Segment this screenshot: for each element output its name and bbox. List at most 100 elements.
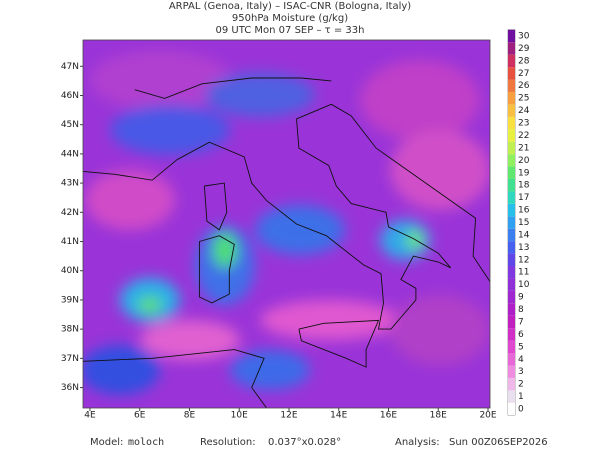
colorbar-label: 8 [518,305,524,315]
y-tick-label: 47N [61,62,79,72]
colorbar-swatch [508,228,515,242]
colorbar-label: 15 [518,218,529,228]
coastline [203,182,228,231]
colorbar-label: 0 [518,404,524,414]
header-line: 950hPa Moisture (g/kg) [232,13,348,24]
colorbar-swatch [508,191,515,204]
colorbar-swatch [508,315,515,329]
x-tick-label: 12E [280,411,297,421]
y-tick-label: 44N [61,149,79,159]
colorbar-label: 11 [518,268,529,278]
coastline [298,319,380,368]
colorbar-swatch [508,328,515,341]
colorbar-label: 6 [518,330,524,340]
colorbar-swatch [508,253,515,267]
colorbar-swatch [508,241,515,254]
footer: Model: moloch Resolution: 0.037°x0.028° … [90,437,548,448]
footer-value: Sun 00Z06SEP2026 [449,437,548,448]
colorbar-label: 10 [518,280,530,290]
colorbar-swatch [508,141,515,155]
colorbar-label: 9 [518,293,524,303]
colorbar-label: 27 [518,69,529,79]
colorbar-swatch [508,402,515,416]
x-tick-label: 18E [430,411,447,421]
y-tick-label: 37N [61,354,79,364]
coastline [134,77,332,99]
y-tick-label: 42N [61,208,79,218]
x-tick-label: 6E [134,411,146,421]
y-tick-label: 45N [61,120,79,130]
colorbar-swatch [508,203,515,217]
header-line: 09 UTC Mon 07 SEP – τ = 33h [216,25,365,36]
x-tick-label: 8E [184,411,196,421]
colorbar-swatch [508,166,515,179]
y-tick-label: 43N [61,179,79,189]
colorbar-swatch [508,42,515,55]
colorbar-swatch [508,129,515,142]
colorbar-label: 1 [518,392,524,402]
colorbar-swatch [508,91,515,105]
colorbar-label: 7 [518,317,524,327]
colorbar-label: 21 [518,143,529,153]
coastline [83,159,178,181]
footer-value: 0.037°x0.028° [268,437,341,448]
colorbar-label: 29 [518,44,530,54]
colorbar-swatch [508,390,515,403]
colorbar-swatch [508,340,515,354]
y-tick-label: 46N [61,91,79,101]
x-tick-label: 16E [380,411,397,421]
y-tick-label: 39N [61,295,79,305]
colorbar-label: 19 [518,168,530,178]
colorbar-label: 25 [518,94,529,104]
colorbar-label: 14 [518,230,530,240]
colorbar-label: 12 [518,255,529,265]
colorbar-swatch [508,154,515,167]
colorbar-label: 5 [518,342,524,352]
colorbar-label: 24 [518,106,530,116]
colorbar-swatch [508,278,515,291]
moisture-field [83,40,490,408]
colorbar-swatch [508,178,515,192]
colorbar-swatch [508,377,515,391]
coastline [198,235,235,304]
coastline [176,103,490,330]
y-tick-label: 40N [61,266,79,276]
colorbar-swatch [508,116,515,130]
colorbar-label: 30 [518,32,530,42]
y-tick-label: 36N [61,383,79,393]
colorbar-swatch [508,216,515,229]
colorbar-swatch [508,79,515,92]
colorbar-label: 3 [518,367,524,377]
y-tick-label: 38N [61,325,79,335]
colorbar-swatch [508,29,515,43]
header-line: ARPAL (Genoa, Italy) – ISAC-CNR (Bologna… [169,1,411,12]
x-tick-label: 10E [231,411,248,421]
colorbar-label: 2 [518,380,524,390]
colorbar-label: 22 [518,131,529,141]
colorbar-label: 13 [518,243,529,253]
colorbar-label: 16 [518,206,530,216]
colorbar-label: 28 [518,56,530,66]
footer-value: moloch [128,437,164,448]
colorbar-swatch [508,104,515,117]
footer-label: Model: [90,437,123,448]
footer-label: Analysis: [395,437,440,448]
x-tick-label: 14E [330,411,347,421]
colorbar-swatch [508,54,515,68]
colorbar-swatch [508,67,515,80]
map-frame [82,39,491,409]
colorbar-label: 4 [518,355,524,365]
y-tick-label: 41N [61,237,79,247]
colorbar-swatch [508,266,515,279]
colorbar-label: 17 [518,193,529,203]
colorbar-swatch [508,353,515,366]
colorbar-label: 26 [518,81,530,91]
coastline [83,77,490,408]
x-tick-label: 4E [84,411,96,421]
colorbar-label: 20 [518,156,530,166]
colorbar-swatch [508,365,515,378]
colorbar-label: 18 [518,181,530,191]
coastline [83,349,267,408]
colorbar-swatch [508,290,515,304]
